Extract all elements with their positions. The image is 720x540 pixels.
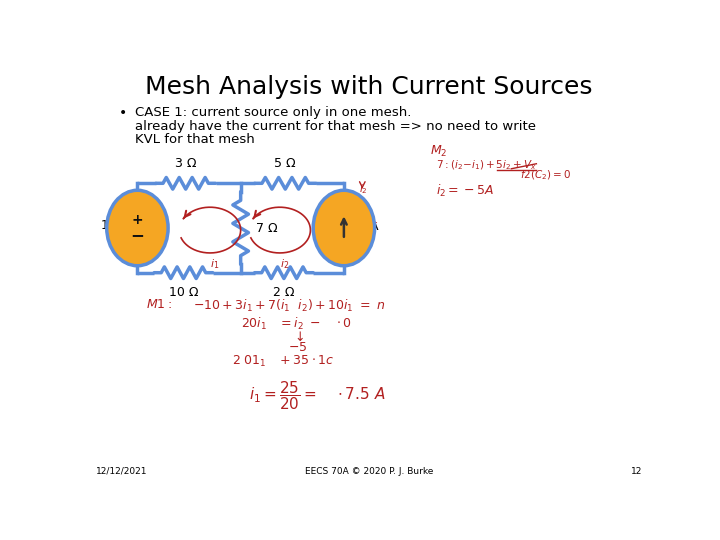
Text: 12: 12 [631, 467, 642, 476]
Text: Mesh Analysis with Current Sources: Mesh Analysis with Current Sources [145, 75, 593, 99]
Text: 2 Ω: 2 Ω [273, 286, 294, 299]
Text: $i_2=-5A$: $i_2=-5A$ [436, 183, 494, 199]
Text: $V_X$: $V_X$ [362, 217, 379, 232]
Text: $M1:$: $M1:$ [145, 298, 172, 310]
Text: 7 Ω: 7 Ω [256, 221, 278, 234]
Text: $-10+3i_1+7(i_1\ \ i_2)+10i_1\ =\ n$: $-10+3i_1+7(i_1\ \ i_2)+10i_1\ =\ n$ [193, 298, 385, 314]
Text: 5 Ω: 5 Ω [274, 157, 296, 170]
Text: $i_1=\dfrac{25}{20}=\quad \cdot 7.5\ A$: $i_1=\dfrac{25}{20}=\quad \cdot 7.5\ A$ [249, 379, 385, 411]
Text: $M_2$: $M_2$ [431, 144, 448, 159]
Text: •: • [119, 106, 127, 120]
Text: $f2(C_2)=0$: $f2(C_2)=0$ [520, 168, 571, 181]
Text: 5 A: 5 A [358, 220, 378, 233]
Text: $7:(i_2\!-\!i_1)+5i_2+V_x$: $7:(i_2\!-\!i_1)+5i_2+V_x$ [436, 158, 536, 172]
Text: 10 V: 10 V [101, 219, 129, 232]
Text: $-5$: $-5$ [289, 341, 308, 354]
Text: $i_2$: $i_2$ [279, 257, 289, 271]
Text: 12/12/2021: 12/12/2021 [96, 467, 147, 476]
Text: $2\;01_1\quad+35\cdot 1c$: $2\;01_1\quad+35\cdot 1c$ [233, 354, 335, 369]
Text: already have the current for that mesh => no need to write: already have the current for that mesh =… [135, 120, 536, 133]
Text: 3 Ω: 3 Ω [175, 157, 197, 170]
Text: EECS 70A © 2020 P. J. Burke: EECS 70A © 2020 P. J. Burke [305, 467, 433, 476]
Text: 10 Ω: 10 Ω [168, 286, 198, 299]
Text: CASE 1: current source only in one mesh.: CASE 1: current source only in one mesh. [135, 106, 411, 119]
Text: $i_2$: $i_2$ [359, 182, 368, 196]
Ellipse shape [107, 190, 168, 266]
Text: KVL for that mesh: KVL for that mesh [135, 133, 254, 146]
Text: −: − [130, 226, 145, 245]
Ellipse shape [313, 190, 374, 266]
Text: +: + [132, 213, 143, 227]
Text: $i_1$: $i_1$ [210, 257, 219, 271]
Text: $20i_1\quad =i_2\;-\quad \cdot 0$: $20i_1\quad =i_2\;-\quad \cdot 0$ [240, 316, 352, 333]
Text: $\downarrow$: $\downarrow$ [292, 329, 305, 343]
